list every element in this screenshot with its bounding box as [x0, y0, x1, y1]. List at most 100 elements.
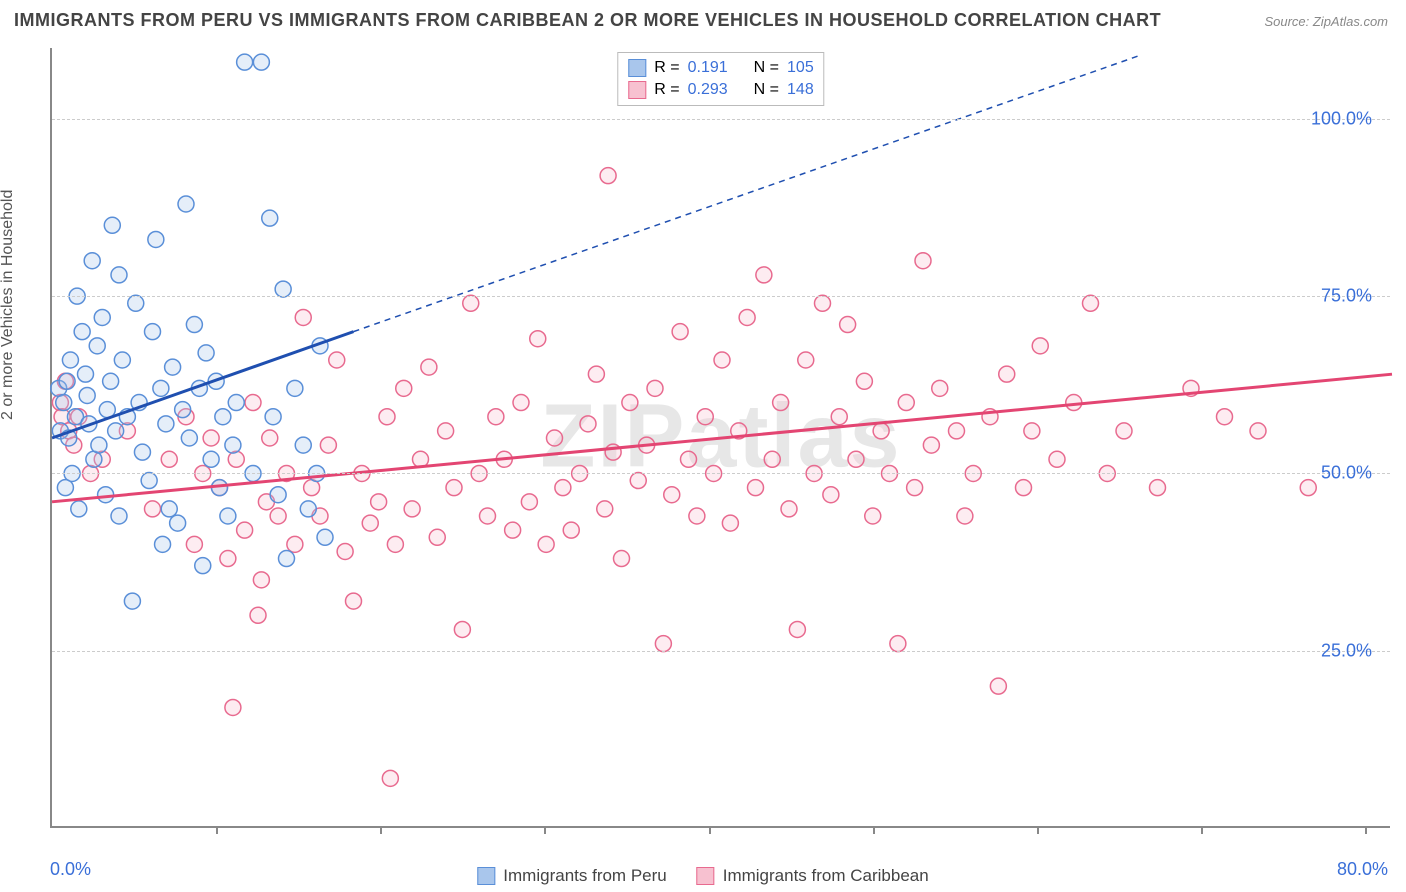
data-point	[547, 430, 563, 446]
r-value-caribbean: 0.293	[688, 79, 728, 101]
data-point	[865, 508, 881, 524]
legend-item-caribbean: Immigrants from Caribbean	[697, 866, 929, 886]
data-point	[134, 444, 150, 460]
data-point	[165, 359, 181, 375]
legend-row-peru: R = 0.191 N = 105	[628, 57, 813, 79]
data-point	[722, 515, 738, 531]
data-point	[689, 508, 705, 524]
data-point	[521, 494, 537, 510]
data-point	[186, 317, 202, 333]
data-point	[145, 501, 161, 517]
data-point	[714, 352, 730, 368]
data-point	[317, 529, 333, 545]
data-point	[756, 267, 772, 283]
data-point	[104, 217, 120, 233]
data-point	[873, 423, 889, 439]
data-point	[148, 231, 164, 247]
data-point	[114, 352, 130, 368]
data-point	[396, 380, 412, 396]
legend-row-caribbean: R = 0.293 N = 148	[628, 79, 813, 101]
data-point	[840, 317, 856, 333]
x-tick-label: 0.0%	[50, 859, 91, 880]
y-axis-label: 2 or more Vehicles in Household	[0, 190, 17, 420]
data-point	[124, 593, 140, 609]
data-point	[225, 699, 241, 715]
data-point	[59, 373, 75, 389]
data-point	[1049, 451, 1065, 467]
data-point	[337, 543, 353, 559]
chart-title: IMMIGRANTS FROM PERU VS IMMIGRANTS FROM …	[14, 10, 1161, 31]
data-point	[250, 607, 266, 623]
legend-item-peru: Immigrants from Peru	[477, 866, 666, 886]
data-point	[1032, 338, 1048, 354]
data-point	[923, 437, 939, 453]
data-point	[815, 295, 831, 311]
x-tick	[1201, 826, 1203, 834]
data-point	[279, 551, 295, 567]
data-point	[153, 380, 169, 396]
data-point	[215, 409, 231, 425]
data-point	[253, 54, 269, 70]
data-point	[580, 416, 596, 432]
data-point	[220, 551, 236, 567]
data-point	[622, 395, 638, 411]
data-point	[237, 54, 253, 70]
data-point	[1250, 423, 1266, 439]
data-point	[681, 451, 697, 467]
x-tick	[1365, 826, 1367, 834]
data-point	[320, 437, 336, 453]
data-point	[78, 366, 94, 382]
data-point	[614, 551, 630, 567]
data-point	[245, 395, 261, 411]
x-tick	[1037, 826, 1039, 834]
data-point	[915, 253, 931, 269]
data-point	[823, 487, 839, 503]
data-point	[79, 387, 95, 403]
data-point	[300, 501, 316, 517]
data-point	[178, 196, 194, 212]
gridline	[52, 473, 1390, 474]
data-point	[161, 451, 177, 467]
data-point	[404, 501, 420, 517]
data-point	[655, 636, 671, 652]
data-point	[103, 373, 119, 389]
n-prefix: N =	[754, 79, 779, 101]
n-value-caribbean: 148	[787, 79, 814, 101]
data-point	[287, 536, 303, 552]
data-point	[253, 572, 269, 588]
y-tick-label: 75.0%	[1321, 286, 1372, 307]
series-legend: Immigrants from Peru Immigrants from Car…	[471, 866, 934, 886]
data-point	[228, 395, 244, 411]
data-point	[265, 409, 281, 425]
gridline	[52, 651, 1390, 652]
data-point	[382, 770, 398, 786]
data-point	[999, 366, 1015, 382]
data-point	[647, 380, 663, 396]
data-point	[71, 501, 87, 517]
correlation-legend: R = 0.191 N = 105 R = 0.293 N = 148	[617, 52, 824, 106]
data-point	[898, 395, 914, 411]
data-point	[429, 529, 445, 545]
data-point	[600, 168, 616, 184]
data-point	[270, 508, 286, 524]
legend-label-caribbean: Immigrants from Caribbean	[723, 866, 929, 886]
y-tick-label: 100.0%	[1311, 108, 1372, 129]
data-point	[362, 515, 378, 531]
legend-label-peru: Immigrants from Peru	[503, 866, 666, 886]
data-point	[438, 423, 454, 439]
data-point	[1016, 480, 1032, 496]
data-point	[203, 430, 219, 446]
data-point	[588, 366, 604, 382]
data-point	[270, 487, 286, 503]
data-point	[748, 480, 764, 496]
data-point	[1024, 423, 1040, 439]
trend-line	[52, 374, 1392, 502]
data-point	[672, 324, 688, 340]
data-point	[62, 352, 78, 368]
r-prefix: R =	[654, 57, 679, 79]
data-point	[505, 522, 521, 538]
data-point	[111, 267, 127, 283]
data-point	[789, 621, 805, 637]
data-point	[371, 494, 387, 510]
swatch-caribbean-icon	[697, 867, 715, 885]
